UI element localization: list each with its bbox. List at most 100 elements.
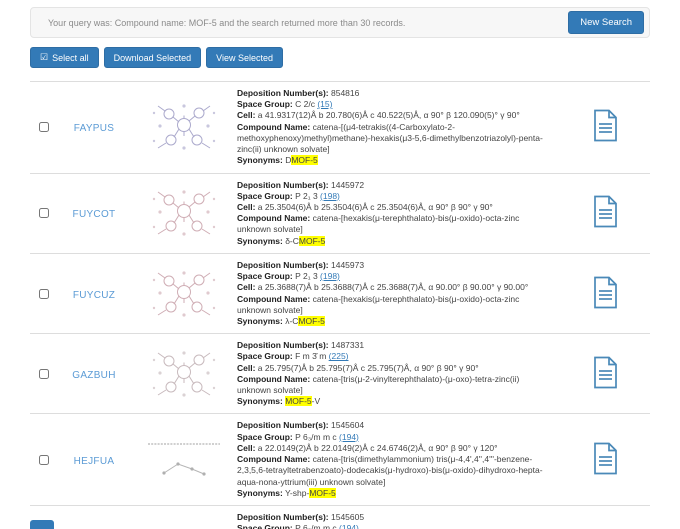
row-checkbox[interactable] xyxy=(39,368,49,379)
document-icon xyxy=(593,109,617,142)
checkbox-cell xyxy=(30,208,58,219)
cell-parameters: a 25.795(7)Å b 25.795(7)Å c 25.795(7)Å, … xyxy=(257,362,479,373)
synonym-highlight: MOF-5 xyxy=(298,315,325,326)
refcode-link[interactable]: FAYPUS xyxy=(73,123,115,135)
molecule-thumbnail xyxy=(130,99,237,155)
space-group-line: Space Group: P 6₃/m m c (194) xyxy=(237,523,552,529)
compound-name-line: Compound Name: catena-[tris(μ-2-vinylter… xyxy=(237,373,520,396)
download-selected-button[interactable]: Download Selected xyxy=(103,47,202,68)
molecule-thumbnail xyxy=(130,346,237,402)
document-icon xyxy=(593,356,617,389)
result-row: HEJFUA xyxy=(30,414,650,506)
compound-name: catena-[tris(μ-2-vinylterephthalato)-(μ-… xyxy=(237,373,520,396)
view-entry-document-button[interactable] xyxy=(592,276,619,312)
compound-name-line: Compound Name: catena-[hexakis(μ-terepht… xyxy=(237,293,520,315)
cell-parameters: a 22.0149(2)Å b 22.0149(2)Å c 24.6746(2)… xyxy=(257,442,498,453)
compound-name-line: Compound Name: catena-[(μ4-tetrakis((4-C… xyxy=(237,121,543,155)
view-entry-document-button[interactable] xyxy=(592,442,619,478)
document-cell xyxy=(560,356,650,392)
deposition-line: Deposition Number(s): 1487331 xyxy=(237,340,365,351)
entry-details: Deposition Number(s): 1545605 Space Grou… xyxy=(237,512,560,529)
refcode-link[interactable]: FUYCOT xyxy=(72,209,116,221)
synonym-highlight: MOF-5 xyxy=(285,396,312,407)
query-summary-text: Your query was: Compound name: MOF-5 and… xyxy=(48,17,406,28)
result-row: FUYCOT xyxy=(30,174,650,254)
select-all-button[interactable]: ☑ Select all xyxy=(30,47,99,68)
entry-details: Deposition Number(s): 1445972 Space Grou… xyxy=(237,180,560,247)
refcode-link[interactable]: FUYCUZ xyxy=(72,289,116,301)
molecule-thumbnail xyxy=(130,266,237,322)
space-group-value: F m 3̄ m xyxy=(295,351,327,362)
molecule-cluster-icon xyxy=(152,104,215,150)
document-cell xyxy=(560,276,650,312)
deposition-line: Deposition Number(s): 1545604 xyxy=(237,420,365,431)
deposition-number: 1445973 xyxy=(331,259,365,270)
cell-parameters: a 41.9317(12)Å b 20.780(6)Å c 40.522(5)Å… xyxy=(257,110,520,121)
entry-details: Deposition Number(s): 1487331 Space Grou… xyxy=(237,340,560,407)
document-cell xyxy=(560,109,650,145)
cell-parameters: a 25.3688(7)Å b 25.3688(7)Å c 25.3688(7)… xyxy=(257,282,529,293)
space-group-number-link[interactable]: (194) xyxy=(339,523,359,529)
compound-name: catena-[tris(dimethylammonium) tris(μ-4,… xyxy=(237,454,543,487)
compound-name: catena-[(μ4-tetrakis((4-Carboxylato-2-me… xyxy=(237,121,543,155)
space-group-number-link[interactable]: (198) xyxy=(320,190,340,201)
space-group-number-link[interactable]: (198) xyxy=(320,271,340,282)
cell-line: Cell: a 25.3504(6)Å b 25.3504(6)Å c 25.3… xyxy=(237,201,493,212)
synonym-suffix: -V xyxy=(311,396,321,407)
refcode-cell: FUYCUZ xyxy=(58,285,130,303)
new-search-button[interactable]: New Search xyxy=(568,11,644,34)
deposition-number: 854816 xyxy=(331,88,360,98)
molecule-cluster-icon xyxy=(152,190,215,236)
document-icon xyxy=(593,195,617,228)
synonym-prefix: λ-C xyxy=(285,315,299,326)
cell-line: Cell: a 41.9317(12)Å b 20.780(6)Å c 40.5… xyxy=(237,110,520,121)
view-entry-document-button[interactable] xyxy=(592,195,619,231)
refcode-link[interactable]: HEJFUA xyxy=(73,455,115,467)
document-icon xyxy=(593,442,617,475)
cell-line: Cell: a 25.3688(7)Å b 25.3688(7)Å c 25.3… xyxy=(237,282,529,293)
view-entry-document-button[interactable] xyxy=(592,109,619,145)
result-row: HEJGAH xyxy=(30,506,650,529)
space-group-line: Space Group: F m 3̄ m (225) xyxy=(237,351,349,362)
row-checkbox[interactable] xyxy=(39,288,49,299)
refcode-cell: FAYPUS xyxy=(58,118,130,136)
deposition-line: Deposition Number(s): 1445973 xyxy=(237,259,365,270)
row-checkbox[interactable] xyxy=(39,454,49,465)
space-group-number-link[interactable]: (15) xyxy=(317,99,333,110)
result-row: FUYCUZ xyxy=(30,254,650,335)
compound-name: catena-[hexakis(μ-terephthalato)-bis(μ-o… xyxy=(237,213,520,235)
result-row: GAZBUH xyxy=(30,334,650,415)
space-group-number-link[interactable]: (194) xyxy=(339,431,359,442)
document-icon xyxy=(593,276,617,308)
deposition-number: 1445972 xyxy=(331,179,365,190)
space-group-number-link[interactable]: (225) xyxy=(328,351,349,362)
checkbox-cell xyxy=(30,368,58,379)
deposition-number: 1487331 xyxy=(331,340,365,351)
pagination-button[interactable] xyxy=(30,520,54,529)
document-cell xyxy=(560,442,650,478)
molecule-thumbnail xyxy=(130,185,237,241)
entry-details: Deposition Number(s): 1445973 Space Grou… xyxy=(237,260,560,327)
space-group-value: C 2/c xyxy=(295,99,315,110)
compound-name-line: Compound Name: catena-[hexakis(μ-terepht… xyxy=(237,213,520,235)
synonyms-line: Synonyms: Y-shp-MOF-5 xyxy=(237,487,336,498)
space-group-value: P 2₁ 3 xyxy=(295,190,318,201)
compound-name: catena-[hexakis(μ-terephthalato)-bis(μ-o… xyxy=(237,293,520,315)
refcode-cell: GAZBUH xyxy=(58,365,130,383)
synonym-highlight: MOF-5 xyxy=(298,235,326,246)
cell-line: Cell: a 25.795(7)Å b 25.795(7)Å c 25.795… xyxy=(237,362,479,373)
view-entry-document-button[interactable] xyxy=(592,356,619,392)
row-checkbox[interactable] xyxy=(39,208,49,219)
refcode-link[interactable]: GAZBUH xyxy=(72,369,116,381)
view-selected-button[interactable]: View Selected xyxy=(206,47,284,68)
checkbox-cell xyxy=(30,454,58,465)
deposition-line: Deposition Number(s): 1545605 xyxy=(237,512,365,522)
synonyms-line: Synonyms: λ-CMOF-5 xyxy=(237,315,325,326)
row-checkbox[interactable] xyxy=(39,122,49,133)
checkbox-cell xyxy=(30,288,58,299)
space-group-line: Space Group: P 2₁ 3 (198) xyxy=(237,190,340,201)
checkbox-checked-icon: ☑ xyxy=(40,52,49,62)
select-all-label: Select all xyxy=(52,52,89,63)
molecule-cluster-icon xyxy=(152,270,215,317)
